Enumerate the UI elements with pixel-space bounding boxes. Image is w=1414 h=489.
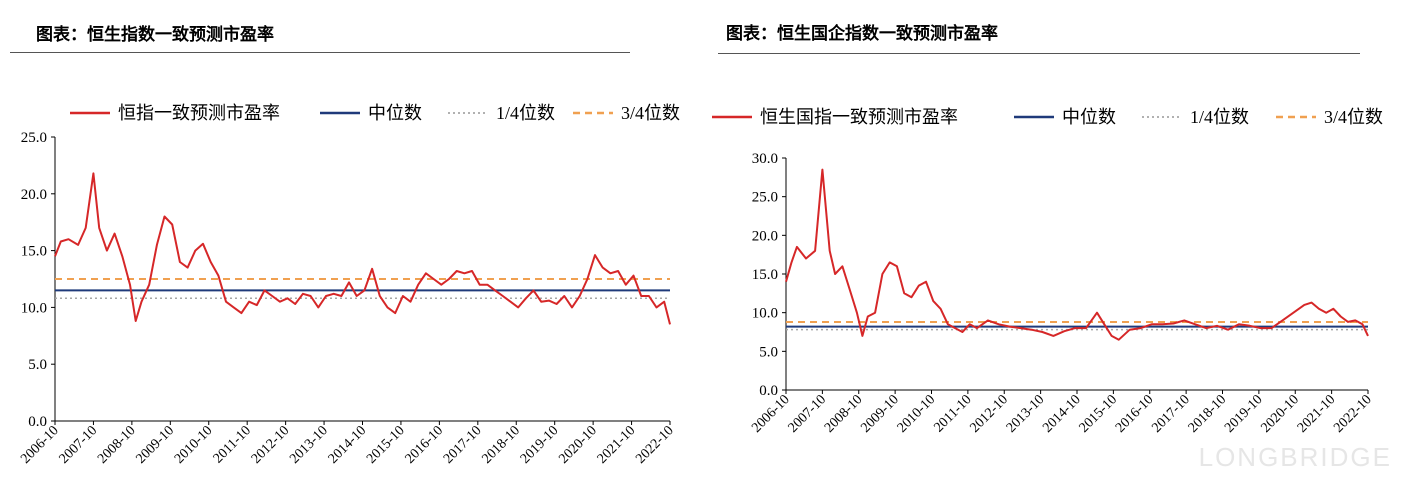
right-legend-label-q3: 3/4位数 — [1324, 107, 1383, 127]
right-y-tick-label: 15.0 — [752, 267, 778, 283]
right-y-tick-label: 0.0 — [759, 383, 778, 399]
right-x-tick-label: 2019-10 — [1222, 392, 1266, 436]
left-y-tick-label: 5.0 — [28, 357, 47, 373]
right-title-divider — [718, 53, 1360, 54]
left-y-tick-label: 20.0 — [21, 187, 47, 203]
left-legend-label-pe: 恒指一致预测市盈率 — [118, 103, 280, 124]
right-y-tick-label: 10.0 — [752, 306, 778, 322]
right-y-tick-label: 25.0 — [752, 190, 778, 206]
right-x-tick-label: 2009-10 — [858, 392, 902, 436]
right-y-tick-label: 5.0 — [759, 344, 778, 360]
left-pe-series-line — [54, 172, 671, 325]
right-x-tick-label: 2011-10 — [931, 392, 974, 435]
right-y-tick-label: 20.0 — [752, 228, 778, 244]
right-chart-title: 图表：恒生国企指数一致预测市盈率 — [726, 24, 998, 44]
right-x-tick-label: 2013-10 — [1004, 392, 1048, 436]
right-x-tick-label: 2014-10 — [1040, 392, 1084, 436]
right-x-tick-label: 2015-10 — [1077, 392, 1121, 436]
left-y-tick-label: 15.0 — [21, 244, 47, 260]
left-y-tick-label: 0.0 — [28, 414, 47, 430]
right-x-tick-label: 2020-10 — [1258, 392, 1302, 436]
left-legend-label-q3: 3/4位数 — [621, 103, 680, 123]
right-x-tick-label: 2010-10 — [895, 392, 939, 436]
right-legend-label-median: 中位数 — [1062, 107, 1116, 128]
right-x-tick-label: 2018-10 — [1186, 392, 1230, 436]
right-y-tick-label: 30.0 — [752, 151, 778, 167]
left-legend-label-median: 中位数 — [368, 103, 422, 124]
right-x-tick-label: 2007-10 — [786, 392, 830, 436]
left-title-divider — [10, 52, 630, 53]
watermark-logo-text: LONGBRIDGE — [1198, 442, 1392, 472]
right-x-tick-label: 2022-10 — [1331, 392, 1375, 436]
left-y-tick-label: 25.0 — [21, 130, 47, 146]
right-legend-label-pe: 恒生国指一致预测市盈率 — [760, 107, 958, 128]
left-chart-title: 图表：恒生指数一致预测市盈率 — [36, 25, 274, 45]
right-x-tick-label: 2021-10 — [1295, 392, 1339, 436]
right-legend-label-q1: 1/4位数 — [1190, 107, 1249, 127]
right-x-tick-label: 2017-10 — [1149, 392, 1193, 436]
right-x-tick-label: 2008-10 — [822, 392, 866, 436]
left-y-tick-label: 10.0 — [21, 300, 47, 316]
right-x-tick-label: 2012-10 — [967, 392, 1011, 436]
right-pe-series-line — [785, 168, 1369, 341]
left-chart: 0.05.010.015.020.025.02006-102007-102008… — [18, 103, 680, 467]
left-legend-label-q1: 1/4位数 — [496, 103, 555, 123]
right-x-tick-label: 2016-10 — [1113, 392, 1157, 436]
